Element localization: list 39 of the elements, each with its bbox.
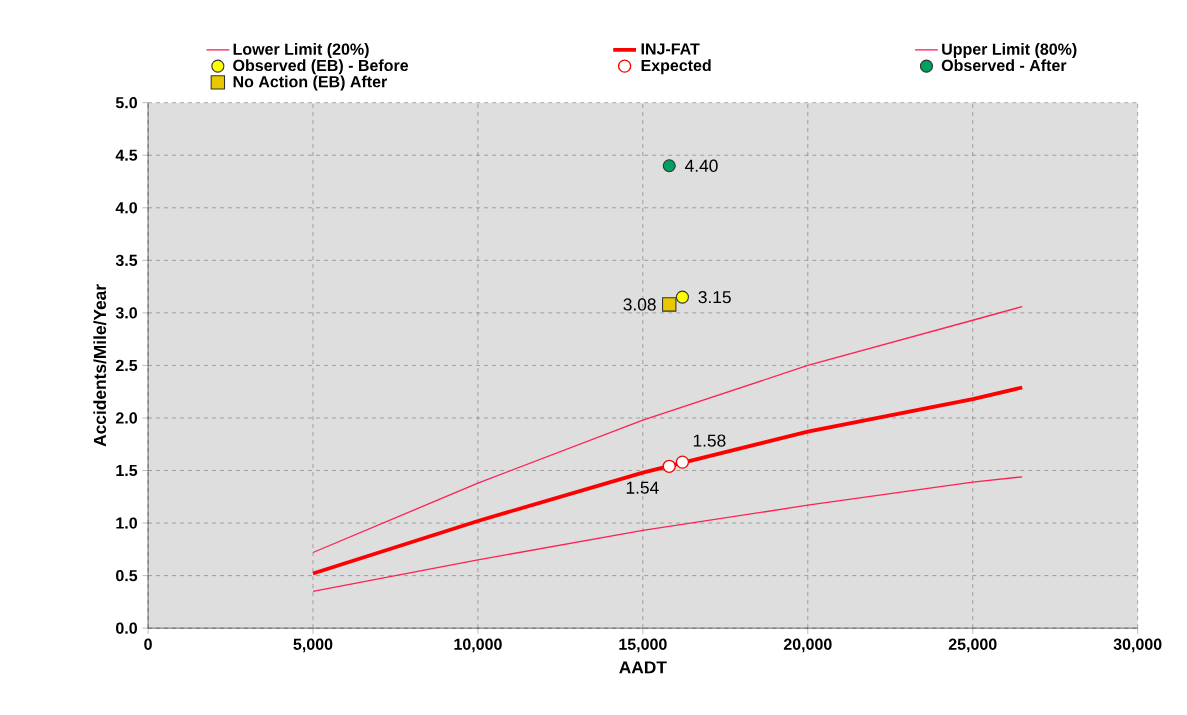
x-tick-label: 20,000 [783, 638, 832, 653]
point [662, 297, 677, 312]
data-label: 3.15 [698, 291, 731, 304]
y-tick-label: 1.0 [116, 517, 137, 529]
line-series [312, 476, 1023, 593]
y-tick-label: 3.0 [115, 307, 137, 319]
y-tick-label: 4.5 [115, 149, 138, 161]
data-label: 4.40 [685, 159, 718, 172]
y-tick-label: 0.0 [116, 622, 137, 634]
legend-label: Observed - After [941, 59, 1067, 72]
x-tick-label: 5,000 [293, 638, 333, 653]
data-label: 3.08 [623, 298, 656, 311]
x-tick-label: 0 [144, 638, 152, 650]
y-tick-label: 5.0 [115, 97, 137, 109]
x-tick-label: 25,000 [948, 638, 997, 653]
legend-label: Upper Limit (80%) [942, 43, 1077, 59]
y-tick-label: 0.5 [116, 570, 138, 582]
x-tick-label: 15,000 [619, 638, 667, 653]
point [675, 455, 690, 469]
point [662, 159, 676, 173]
y-tick-label: 1.5 [116, 465, 138, 477]
y-tick-label: 2.5 [115, 359, 138, 372]
y-tick-label: 2.0 [115, 412, 137, 424]
point [675, 290, 689, 304]
x-axis-title: AADT [619, 661, 667, 674]
x-tick-label: 30,000 [1113, 638, 1162, 653]
legend-label: INJ-FAT [641, 43, 700, 55]
x-tick-label: 10,000 [454, 638, 502, 653]
y-tick-label: 4.0 [115, 202, 137, 214]
line-series [311, 385, 1025, 576]
legend-label: Lower Limit (20%) [233, 43, 369, 59]
data-label: 1.58 [693, 434, 726, 447]
legend-label: Observed (EB) - Before [233, 59, 409, 75]
data-label: 1.54 [626, 481, 659, 494]
y-tick-label: 3.5 [115, 254, 138, 267]
y-axis-title: Accidents/Mile/Year [93, 284, 107, 447]
legend-label: No Action (EB) After [233, 75, 387, 91]
legend-label: Expected [641, 59, 711, 75]
point [662, 459, 676, 474]
